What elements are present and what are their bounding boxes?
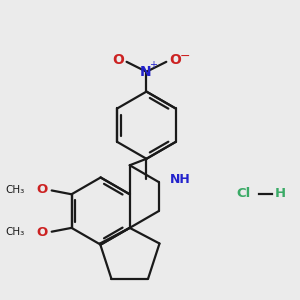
Text: CH₃: CH₃ — [5, 227, 25, 238]
Text: O: O — [37, 226, 48, 239]
Text: NH: NH — [170, 172, 191, 185]
Text: O: O — [169, 53, 181, 67]
Text: Cl: Cl — [237, 188, 251, 200]
Text: H: H — [274, 188, 286, 200]
Text: CH₃: CH₃ — [5, 185, 25, 195]
Text: O: O — [112, 53, 124, 67]
Text: −: − — [180, 50, 190, 63]
Text: O: O — [37, 183, 48, 196]
Text: +: + — [149, 60, 157, 70]
Text: N: N — [140, 65, 151, 79]
